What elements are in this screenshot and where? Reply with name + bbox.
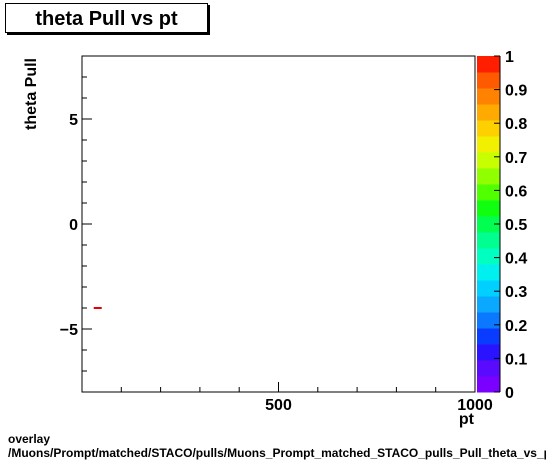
- colorbar-swatch: [477, 168, 500, 185]
- colorbar-swatch: [477, 136, 500, 153]
- colorbar-swatch: [477, 296, 500, 313]
- colorbar-swatch: [477, 72, 500, 89]
- x-tick-label: 500: [265, 397, 292, 414]
- colorbar-swatch: [477, 328, 500, 345]
- colorbar-tick-label: 0.7: [505, 150, 527, 167]
- colorbar-swatch: [477, 200, 500, 217]
- colorbar-swatch: [477, 56, 500, 73]
- colorbar-tick-label: 0.6: [505, 183, 527, 200]
- footer-path-label: /Muons/Prompt/matched/STACO/pulls/Muons_…: [8, 446, 546, 460]
- y-tick-label: −5: [60, 322, 78, 339]
- colorbar-swatch: [477, 120, 500, 137]
- x-axis: 500 1000: [120, 382, 493, 414]
- y-axis-label: theta Pull: [23, 58, 40, 130]
- x-tick-label: 1000: [457, 397, 493, 414]
- chart-title: theta Pull vs pt: [35, 8, 178, 30]
- colorbar-swatch: [477, 184, 500, 201]
- colorbar-swatch: [477, 232, 500, 249]
- colorbar: 0 0.1 0.2 0.3 0.4 0.5 0.6 0.7 0.8 0.9 1: [477, 49, 527, 402]
- colorbar-tick-label: 1: [505, 49, 514, 66]
- colorbar-swatch: [477, 248, 500, 265]
- footer-overlay-label: overlay: [8, 432, 51, 446]
- colorbar-tick-label: 0.4: [505, 251, 527, 268]
- colorbar-swatch: [477, 344, 500, 361]
- colorbar-swatch: [477, 376, 500, 393]
- colorbar-swatch: [477, 312, 500, 329]
- colorbar-swatch: [477, 360, 500, 377]
- colorbar-tick-label: 0: [505, 385, 514, 402]
- title-box: theta Pull vs pt: [5, 3, 208, 33]
- colorbar-tick-label: 0.9: [505, 83, 527, 100]
- colorbar-tick-label: 0.5: [505, 217, 527, 234]
- colorbar-tick-label: 0.1: [505, 351, 527, 368]
- colorbar-swatch: [477, 104, 500, 121]
- x-axis-label: pt: [459, 411, 475, 428]
- colorbar-swatch: [477, 152, 500, 169]
- colorbar-tick-label: 0.8: [505, 116, 527, 133]
- colorbar-swatch: [477, 88, 500, 105]
- plot-frame: [81, 55, 476, 393]
- colorbar-tick-label: 0.2: [505, 318, 527, 335]
- colorbar-swatch: [477, 264, 500, 281]
- y-tick-label: 5: [69, 112, 78, 129]
- y-axis: −5 0 5: [60, 76, 92, 372]
- colorbar-tick-label: 0.3: [505, 284, 527, 301]
- y-tick-label: 0: [69, 217, 78, 234]
- colorbar-swatch: [477, 280, 500, 297]
- colorbar-swatch: [477, 216, 500, 233]
